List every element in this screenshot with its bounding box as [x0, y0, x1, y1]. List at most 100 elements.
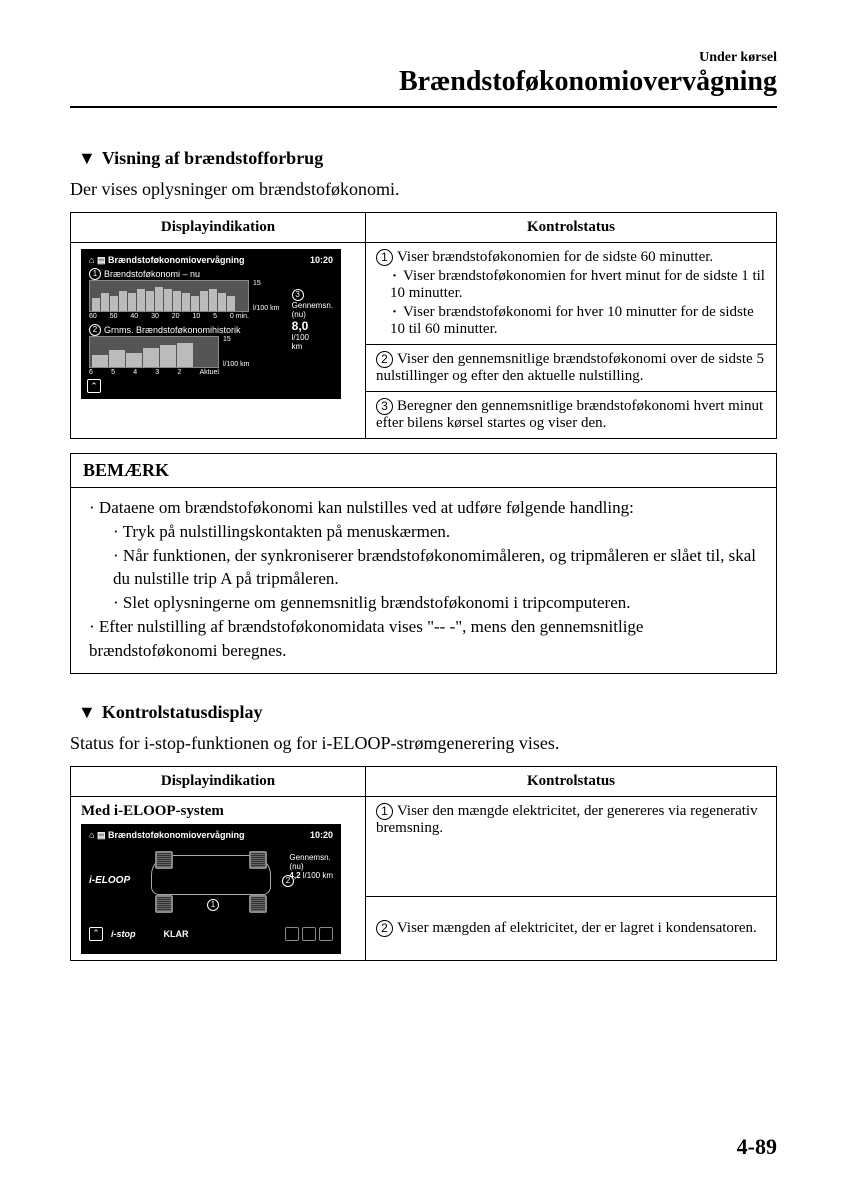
status1-item1: 1Viser brændstoføkonomien for de sidste …: [376, 249, 766, 266]
section2-intro: Status for i-stop-funktionen og for i-EL…: [70, 733, 777, 754]
status1-cell2: 2Viser den gennemsnitlige brændstoføkono…: [366, 345, 777, 392]
section2-heading-text: Kontrolstatusdisplay: [102, 702, 263, 722]
num1-icon-b: 1: [376, 803, 393, 820]
triangle-icon-2: ▼: [78, 702, 96, 723]
mock2-title-row: ⌂ ▤ Brændstoføkonomiovervågning 10:20: [89, 830, 333, 841]
mock-num-1: 1: [89, 268, 101, 280]
num1-icon: 1: [376, 249, 393, 266]
mock2-subtitle: Med i-ELOOP-system: [81, 803, 355, 820]
table1-display-cell: ⌂ ▤ Brændstoføkonomiovervågning 10:20 1 …: [71, 243, 366, 439]
mock1-avg-value: 8,0: [292, 319, 333, 333]
triangle-icon: ▼: [78, 148, 96, 169]
num2-icon: 2: [376, 351, 393, 368]
mock2-time: 10:20: [310, 830, 333, 840]
header-rule: [70, 106, 777, 108]
section1-table: Displayindikation Kontrolstatus ⌂ ▤ Bræn…: [70, 212, 777, 439]
note-body: Dataene om brændstoføkonomi kan nulstill…: [71, 488, 776, 673]
note-sub2: Når funktionen, der synkroniserer brænds…: [113, 544, 762, 592]
mock1-row1: 1 Brændstoføkonomi – nu: [89, 268, 333, 280]
chart2-ymax: 15: [223, 336, 249, 343]
chart1-xlabels: 60504030201050 min.: [89, 313, 249, 320]
status1-cell1: 1Viser brændstoføkonomien for de sidste …: [366, 243, 777, 345]
status-icons: [285, 927, 333, 941]
ieloop-label: i-ELOOP: [89, 875, 130, 886]
wheel-rr: [249, 895, 267, 913]
status-icon-3: [319, 927, 333, 941]
table1-col2: Kontrolstatus: [366, 213, 777, 243]
home-icon-2: ⌂: [89, 830, 94, 840]
status1-sub1: Viser brændstoføkonomien for hvert minut…: [390, 268, 766, 302]
status1-cell3: 3Beregner den gennemsnitlige brændstoføk…: [366, 392, 777, 439]
section1-heading-text: Visning af brændstofforbrug: [102, 148, 323, 168]
note-line2: Efter nulstilling af brændstoføkonomidat…: [89, 615, 762, 663]
chart1-yunit: l/100 km: [253, 305, 279, 312]
mock1-avg-label: Gennemsn. (nu): [292, 301, 333, 319]
section1-heading: ▼ Visning af brændstofforbrug: [78, 148, 777, 169]
istop-label: i-stop: [111, 929, 136, 939]
home-icon: ⌂: [89, 255, 94, 265]
car-diagram: 1 2: [131, 845, 291, 915]
up-arrow-icon-2: ⌃: [89, 927, 103, 941]
mock2-avg-unit: l/100 km: [303, 871, 333, 880]
num3-icon: 3: [376, 398, 393, 415]
mock1-right-info: 3 Gennemsn. (nu) 8,0 l/100 km: [292, 289, 333, 351]
mock2-right-info: Gennemsn. (nu) 4,2 l/100 km: [289, 853, 333, 880]
mock2-status-bar: ⌃ i-stop KLAR: [89, 927, 333, 941]
mock-num-3: 3: [292, 289, 304, 301]
chart2-yaxis: 15 l/100 km: [223, 336, 249, 368]
wheel-rl: [155, 895, 173, 913]
status2-cell1: 1Viser den mængde elektricitet, der gene…: [366, 796, 777, 896]
note-title: BEMÆRK: [71, 454, 776, 488]
num2-icon-b: 2: [376, 920, 393, 937]
mock1-row2-label: Grnms. Brændstoføkonomihistorik: [104, 325, 241, 335]
mock1-title-row: ⌂ ▤ Brændstoføkonomiovervågning 10:20: [89, 255, 333, 266]
status2-item1-text: Viser den mængde elektricitet, der gener…: [376, 803, 758, 836]
table2-col1: Displayindikation: [71, 766, 366, 796]
up-arrow-icon: ⌃: [87, 379, 101, 393]
status-icon-2: [302, 927, 316, 941]
mock1-row1-label: Brændstoføkonomi – nu: [104, 269, 200, 279]
status1-item3-text: Beregner den gennemsnitlige brændstoføko…: [376, 398, 763, 431]
mock1-title: Brændstoføkonomiovervågning: [108, 255, 245, 265]
status1-item2-text: Viser den gennemsnitlige brændstoføkonom…: [376, 351, 764, 384]
wheel-fl: [155, 851, 173, 869]
status2-item2-text: Viser mængden af elektricitet, der er la…: [397, 920, 757, 936]
mock2-title: Brændstoføkonomiovervågning: [108, 830, 245, 840]
page-number: 4-89: [737, 1134, 777, 1160]
note-line1: Dataene om brændstoføkonomi kan nulstill…: [89, 496, 762, 520]
table2-display-cell: Med i-ELOOP-system ⌂ ▤ Brændstoføkonomio…: [71, 796, 366, 960]
wheel-fr: [249, 851, 267, 869]
chart2-bars: [89, 336, 219, 368]
mock2-car-area: i-ELOOP 1 2 Gennemsn. (nu) 4,2 l/100 km: [89, 845, 333, 923]
note-sub3: Slet oplysningerne om gennemsnitlig bræn…: [113, 591, 762, 615]
chart1-bars: [89, 280, 249, 312]
chart2-xlabels: 65432Aktuel: [89, 369, 219, 376]
doc-icon: ▤: [97, 255, 106, 265]
status2-cell2: 2Viser mængden af elektricitet, der er l…: [366, 896, 777, 960]
mock1-avg-unit: l/100 km: [292, 333, 333, 351]
page-header: Under kørsel Brændstoføkonomiovervågning: [70, 50, 777, 98]
mock-num-2: 2: [89, 324, 101, 336]
chart1-ymax: 15: [253, 280, 279, 287]
header-title: Brændstoføkonomiovervågning: [70, 66, 777, 98]
mock2-avg-value: 4,2: [289, 871, 300, 880]
status1-sub2: Viser brændstoføkonomi for hver 10 minut…: [390, 304, 766, 338]
table2-col2: Kontrolstatus: [366, 766, 777, 796]
header-chapter: Under kørsel: [70, 50, 777, 66]
section1-intro: Der vises oplysninger om brændstoføkonom…: [70, 179, 777, 200]
table1-col1: Displayindikation: [71, 213, 366, 243]
mock1-up-icon: ⌃: [87, 379, 101, 393]
display-mock-1: ⌂ ▤ Brændstoføkonomiovervågning 10:20 1 …: [81, 249, 341, 399]
status-icon-1: [285, 927, 299, 941]
status1-item1-text: Viser brændstoføkonomien for de sidste 6…: [397, 249, 713, 265]
chart1-yaxis: 15 l/100 km: [253, 280, 279, 312]
mock2-avg-label: Gennemsn. (nu): [289, 853, 333, 871]
display-mock-2: ⌂ ▤ Brændstoføkonomiovervågning 10:20 i-…: [81, 824, 341, 954]
note-box: BEMÆRK Dataene om brændstoføkonomi kan n…: [70, 453, 777, 674]
section2-heading: ▼ Kontrolstatusdisplay: [78, 702, 777, 723]
ready-label: KLAR: [164, 929, 189, 939]
mock1-time: 10:20: [310, 255, 333, 265]
chart2-yunit: l/100 km: [223, 361, 249, 368]
car-num1: 1: [207, 899, 219, 911]
doc-icon-2: ▤: [97, 830, 106, 840]
